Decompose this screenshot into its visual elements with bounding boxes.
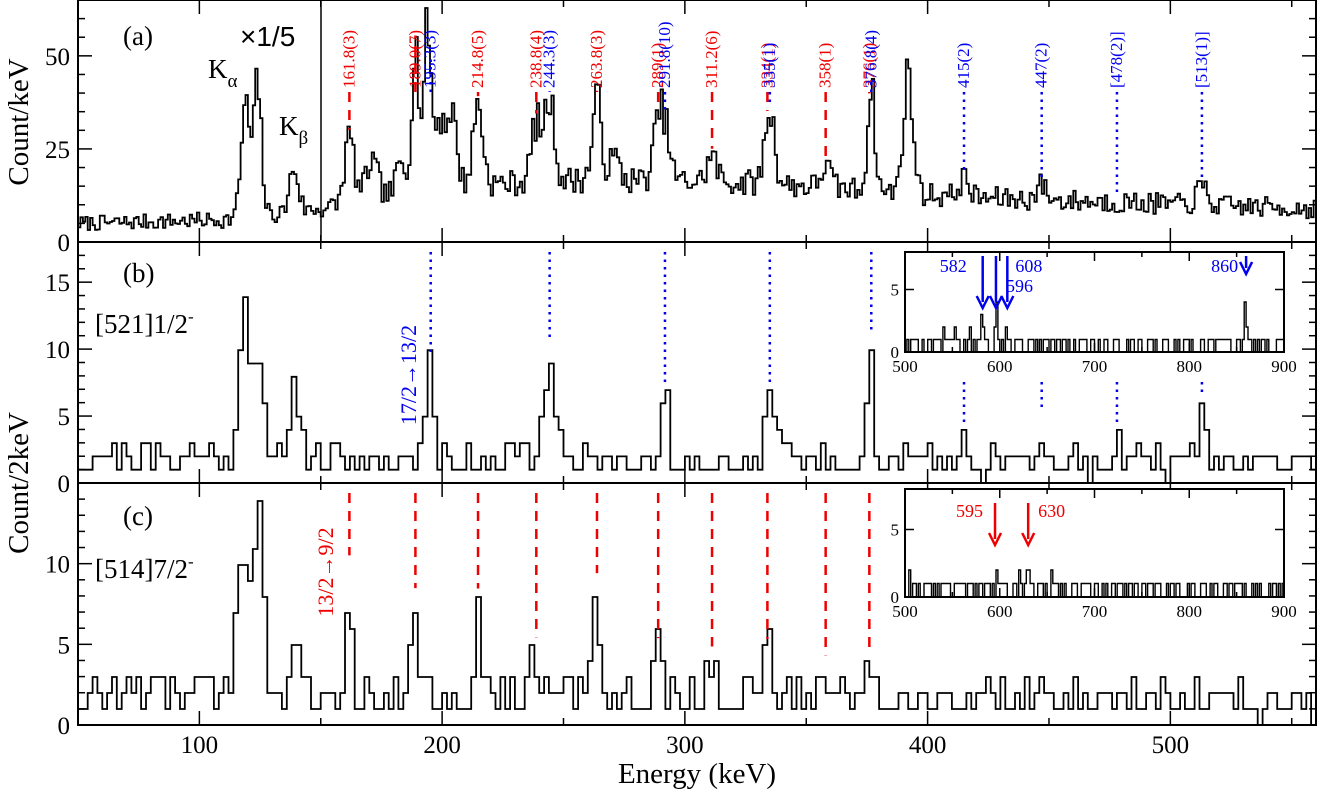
peak-label: 334(1) <box>757 43 776 88</box>
inset-x-tick-label: 500 <box>892 602 918 621</box>
y-tick-label: 25 <box>45 137 70 164</box>
inset-arrow-head <box>987 532 1003 548</box>
y-tick-label: 10 <box>45 337 70 364</box>
panel-b-transition-label: 17/2→13/2 <box>396 325 421 425</box>
panel-a-spectrum <box>78 7 1316 231</box>
x-tick-labels: 100 200 300 400 500 <box>181 732 1189 759</box>
panel-c-band-label: [514]7/2- <box>95 552 194 584</box>
peak-label: 415(2) <box>954 43 973 88</box>
peak-label: 311.2(6) <box>702 31 721 88</box>
y-tick-label: 10 <box>45 552 70 579</box>
peak-label: 161.8(3) <box>339 30 358 88</box>
peak-label: 195.3(3) <box>421 30 440 88</box>
inset-x-tick-label: 800 <box>1177 357 1203 376</box>
spectrum-a-trace <box>78 7 1316 231</box>
inset-x-tick-label: 600 <box>987 357 1013 376</box>
peak-label: [513(1)] <box>1192 31 1211 88</box>
shared-y-axis-title: Count/2keV <box>3 412 35 554</box>
inset-x-tick-label: 600 <box>987 602 1013 621</box>
y-tick-label: 0 <box>58 230 71 257</box>
panel-a-markers <box>348 35 1204 195</box>
peak-label: 447(2) <box>1032 43 1051 88</box>
peak-label: 263.8(3) <box>587 30 606 88</box>
inset-y-tick-label: 0 <box>891 343 900 362</box>
inset-arrow-label: 608 <box>1015 256 1042 276</box>
inset-x-tick-label: 800 <box>1177 602 1203 621</box>
panel-c-spectrum <box>78 500 1316 726</box>
inset-y-tick-label: 5 <box>891 281 900 300</box>
inset-arrow-head <box>1238 261 1254 277</box>
peak-label: 244.3(3) <box>540 30 559 88</box>
y-tick-label: 0 <box>58 713 71 740</box>
peak-label: [478(2)] <box>1107 31 1126 88</box>
peak-label: 376(1) <box>859 43 878 88</box>
panel-b-markers <box>429 252 1204 426</box>
inset-arrow-head <box>988 295 1004 311</box>
inset-x-tick-label: 700 <box>1082 602 1108 621</box>
panel-c-markers <box>348 493 871 656</box>
inset-x-tick-label: 500 <box>892 357 918 376</box>
inset-c-trace <box>905 569 1284 598</box>
axis-ticks <box>77 0 1316 726</box>
peak-label: 214.8(5) <box>468 30 487 88</box>
k-beta-label: Kβ <box>279 111 308 149</box>
inset-arrow-label: 582 <box>940 256 967 276</box>
panel-a-y-tick-labels: 0 25 50 <box>45 44 70 257</box>
inset-x-tick-label: 900 <box>1271 602 1297 621</box>
panel-c-transition-label: 13/2→9/2 <box>313 527 338 616</box>
x-tick-label: 300 <box>666 732 704 759</box>
panel-a-y-axis-title: Count/keV <box>3 58 35 185</box>
inset-arrow-head <box>1021 532 1036 548</box>
inset-arrow-label: 596 <box>1006 276 1033 296</box>
peak-label: 358(1) <box>816 43 835 88</box>
peak-label: 238.8(4) <box>526 30 545 88</box>
peak-label: 291.8(10) <box>655 21 674 88</box>
panel-b-y-tick-labels: 0 5 10 15 <box>45 270 70 498</box>
panel-a-peak-labels: 161.8(3) 189.0(7) 214.8(5) 238.8(4) 263.8(3)… <box>339 21 1211 88</box>
peak-label: 189.0(7) <box>405 30 424 88</box>
peak-label: 335(1) <box>760 43 779 88</box>
inset-b-trace <box>905 301 1284 353</box>
x-axis-title: Energy (keV) <box>618 758 776 790</box>
y-tick-label: 5 <box>58 632 71 659</box>
scale-note: ×1/5 <box>240 21 295 52</box>
panel-b-band-label: [521]1/2- <box>95 307 194 339</box>
y-tick-label: 5 <box>58 404 71 431</box>
panel-c-frame <box>77 482 1317 726</box>
panel-c-inset: 500 600 700 800 900 0 5 595 630 <box>891 488 1297 621</box>
x-tick-label: 500 <box>1152 732 1190 759</box>
k-alpha-label: Kα <box>208 54 238 92</box>
inset-x-tick-label: 700 <box>1082 357 1108 376</box>
inset-y-tick-label: 5 <box>891 521 900 540</box>
panel-b-label: (b) <box>123 258 154 288</box>
panel-c-label: (c) <box>123 501 153 531</box>
x-tick-label: 400 <box>909 732 947 759</box>
y-tick-label: 0 <box>58 471 71 498</box>
inset-arrow-label: 595 <box>956 501 983 521</box>
y-tick-label: 15 <box>45 270 70 297</box>
panel-b-spectrum <box>78 296 1316 484</box>
inset-x-tick-label: 900 <box>1271 357 1297 376</box>
spectrum-c-trace <box>78 500 1316 726</box>
x-tick-label: 200 <box>423 732 461 759</box>
inset-y-tick-label: 0 <box>891 588 900 607</box>
spectrum-b-trace <box>78 296 1316 484</box>
inset-arrow-label: 860 <box>1211 256 1238 276</box>
peak-label: 289(1) <box>648 43 667 88</box>
inset-arrow-label: 630 <box>1038 501 1065 521</box>
x-tick-label: 100 <box>181 732 219 759</box>
inset-arrow-head <box>975 295 990 311</box>
panel-c-y-tick-labels: 0 5 10 <box>45 552 70 740</box>
y-tick-label: 50 <box>45 44 70 71</box>
peak-label: 376.8(4) <box>861 30 880 88</box>
inset-arrow-head <box>1000 295 1015 311</box>
panel-a-label: (a) <box>123 21 153 51</box>
